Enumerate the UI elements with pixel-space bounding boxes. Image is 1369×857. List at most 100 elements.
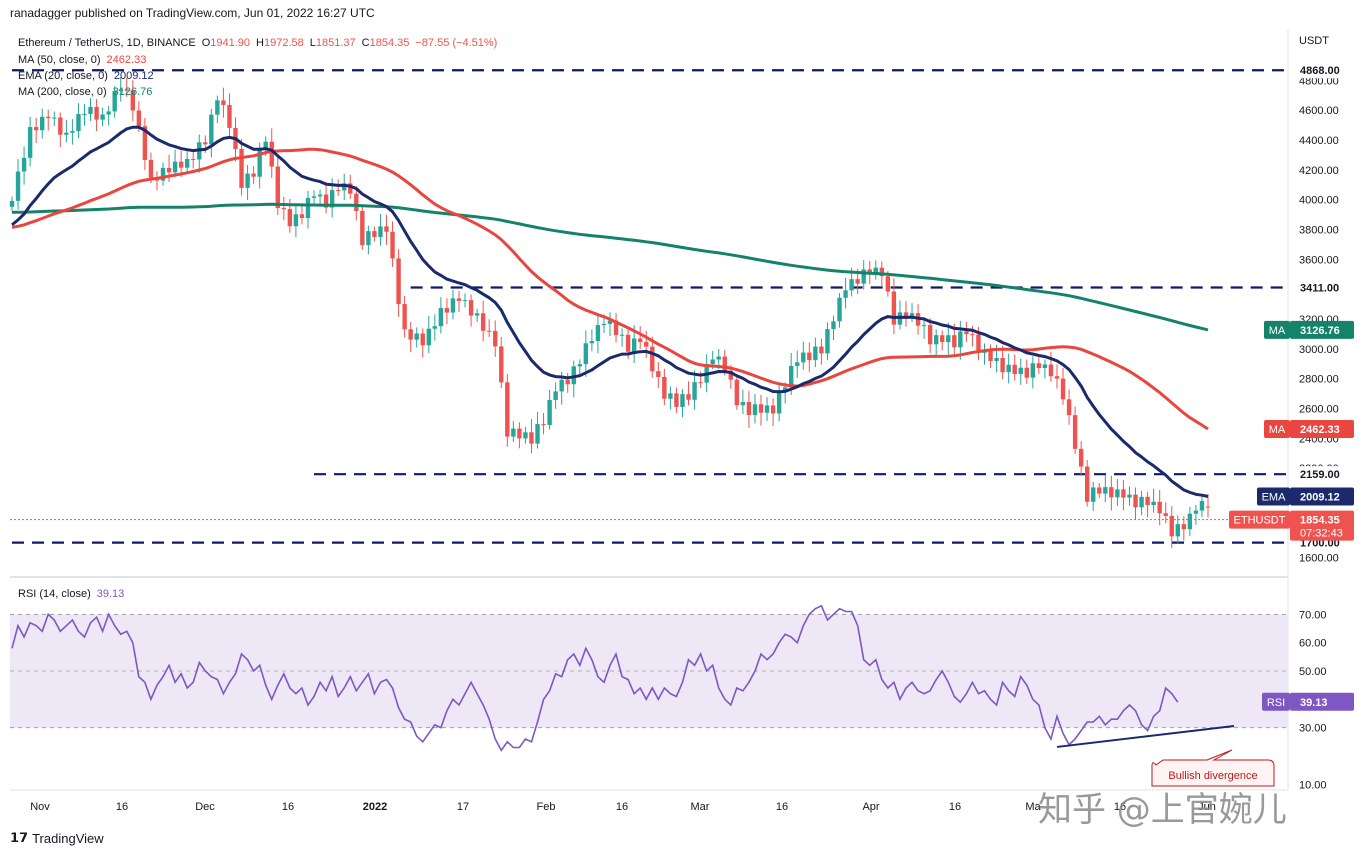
candle bbox=[426, 328, 431, 346]
candle bbox=[867, 269, 872, 274]
ma200-legend[interactable]: MA (200, close, 0) 3126.76 bbox=[18, 86, 152, 98]
candle bbox=[148, 159, 154, 178]
candle bbox=[136, 110, 142, 127]
symbol-legend[interactable]: Ethereum / TetherUS, 1D, BINANCE O1941.90… bbox=[18, 37, 497, 49]
candle bbox=[444, 308, 450, 313]
candle bbox=[178, 161, 184, 168]
ma50-line[interactable] bbox=[11, 147, 1209, 431]
candle bbox=[1187, 513, 1193, 530]
candle bbox=[903, 312, 909, 318]
candle bbox=[631, 338, 637, 352]
price-tick-label: 4200.00 bbox=[1299, 165, 1339, 177]
candle bbox=[1199, 501, 1205, 511]
candle bbox=[221, 100, 226, 105]
candle bbox=[807, 352, 812, 361]
candle bbox=[861, 269, 866, 284]
rsi-line[interactable] bbox=[11, 604, 1179, 752]
candle bbox=[801, 352, 806, 363]
candle bbox=[317, 194, 323, 197]
candle bbox=[462, 300, 468, 302]
candle bbox=[100, 114, 105, 120]
candle bbox=[1127, 494, 1132, 498]
candle bbox=[958, 331, 963, 348]
rsi-legend[interactable]: RSI (14, close) 39.13 bbox=[18, 588, 124, 600]
series-tag-value-bg bbox=[1290, 320, 1354, 339]
candle bbox=[438, 308, 444, 327]
candle bbox=[33, 127, 39, 131]
candle bbox=[933, 335, 939, 345]
support-resistance-levels[interactable]: 4868.00 3411.00 2159.00 1700.00 bbox=[12, 62, 1352, 551]
candle bbox=[40, 116, 45, 131]
ma50-legend[interactable]: MA (50, close, 0) 2462.33 bbox=[18, 54, 146, 66]
candle bbox=[698, 382, 703, 384]
candle bbox=[342, 183, 347, 191]
candle bbox=[323, 194, 329, 208]
time-tick-label: Nov bbox=[30, 801, 50, 813]
rsi-value-tag: RSI 39.13 bbox=[1262, 692, 1354, 711]
candle bbox=[625, 334, 631, 352]
candle bbox=[378, 226, 383, 237]
level-tag-bg bbox=[1290, 62, 1352, 79]
time-axis[interactable]: Nov 16 Dec 16 2022 17 Feb 16 Mar 16 Apr 16 Ma 16 Jun bbox=[30, 801, 1216, 813]
candle bbox=[335, 190, 341, 192]
candle bbox=[257, 148, 262, 177]
series-tag-label-bg bbox=[1264, 419, 1290, 438]
candle bbox=[879, 267, 885, 277]
series-tag-value: 2009.12 bbox=[1300, 492, 1340, 504]
candle bbox=[577, 364, 582, 367]
candle bbox=[21, 157, 27, 172]
bullish-divergence-callout[interactable]: Bullish divergence bbox=[1151, 749, 1275, 787]
rsi-band bbox=[10, 614, 1288, 728]
candle bbox=[1048, 364, 1054, 377]
series-tag-label: ETHUSDT bbox=[1234, 515, 1286, 527]
currency-label: USDT bbox=[1299, 35, 1329, 47]
series-tag-label: MA bbox=[1269, 325, 1286, 337]
candle bbox=[644, 342, 649, 347]
candle bbox=[311, 196, 317, 198]
candle bbox=[855, 279, 860, 284]
candle bbox=[1012, 364, 1017, 374]
candle bbox=[239, 148, 244, 188]
time-tick-label: 16 bbox=[776, 801, 788, 813]
candle bbox=[299, 214, 305, 219]
candle bbox=[160, 167, 166, 181]
ema20-legend[interactable]: EMA (20, close, 0) 2009.12 bbox=[18, 70, 154, 82]
candle bbox=[613, 320, 619, 336]
divergence-trendline[interactable] bbox=[1056, 724, 1235, 748]
level-tag-bg bbox=[1290, 466, 1352, 483]
candle bbox=[964, 331, 969, 335]
candle bbox=[493, 330, 498, 347]
time-tick-label: Dec bbox=[195, 801, 215, 813]
candle bbox=[1109, 487, 1114, 498]
candle bbox=[547, 399, 552, 425]
ma200-line[interactable] bbox=[12, 202, 1209, 332]
candle bbox=[710, 359, 715, 364]
candle bbox=[432, 326, 438, 329]
candle bbox=[662, 376, 667, 399]
candle bbox=[1115, 489, 1120, 498]
series-tag-label: MA bbox=[1269, 424, 1286, 436]
series-tag-value-bg bbox=[1290, 419, 1354, 438]
candle bbox=[27, 127, 33, 158]
candle bbox=[523, 432, 528, 439]
series-tag-label-bg bbox=[1257, 487, 1290, 506]
level-tag: 3411.00 bbox=[1300, 282, 1339, 294]
candle bbox=[118, 89, 123, 91]
candlestick-series[interactable] bbox=[9, 76, 1211, 549]
candle bbox=[559, 379, 564, 392]
candle bbox=[402, 304, 407, 330]
candle bbox=[1078, 448, 1084, 467]
candle bbox=[674, 393, 679, 407]
candle bbox=[825, 329, 830, 354]
callout-text: Bullish divergence bbox=[1168, 770, 1257, 782]
candle bbox=[58, 117, 63, 135]
tradingview-logo[interactable]: 𝟭𝟳 TradingView bbox=[10, 830, 104, 846]
candle bbox=[656, 371, 661, 377]
rsi-tick-label: 10.00 bbox=[1299, 779, 1327, 791]
rsi-tick-label: 60.00 bbox=[1299, 638, 1327, 650]
candle bbox=[372, 231, 377, 237]
rsi-tick-label: 50.00 bbox=[1299, 666, 1327, 678]
ema20-line[interactable] bbox=[11, 125, 1209, 498]
